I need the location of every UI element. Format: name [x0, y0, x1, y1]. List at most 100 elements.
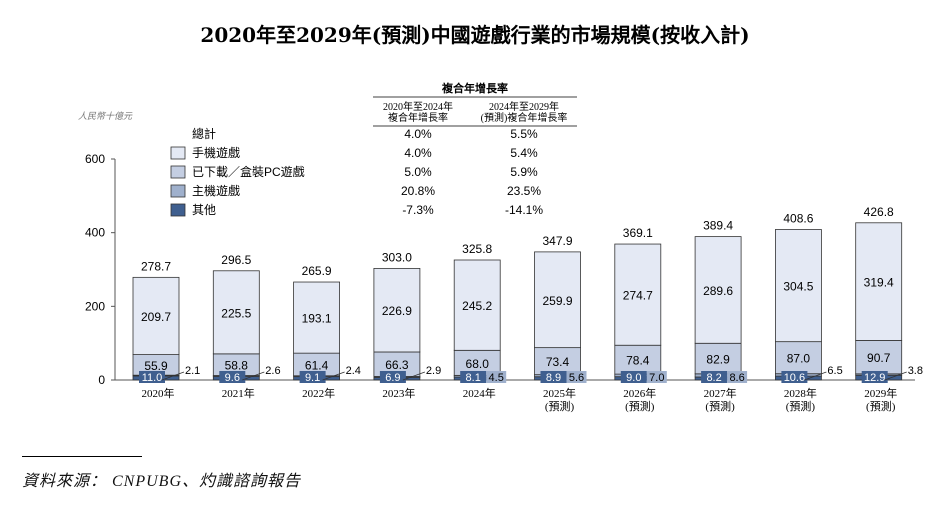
bar-label-mobile: 289.6 — [703, 284, 733, 298]
legend-col2-header: (預測)複合年增長率 — [481, 111, 568, 124]
bar-label-other: 12.9 — [864, 372, 885, 384]
other-label-bg — [219, 371, 246, 383]
bar-label-other: 8.9 — [546, 372, 561, 384]
bar-label-mobile: 245.2 — [462, 299, 492, 313]
bar-label-mobile: 209.7 — [141, 310, 171, 324]
legend-cagr-2020-2024: -7.3% — [402, 203, 434, 217]
legend-col1-header: 複合年增長率 — [388, 111, 448, 124]
x-tick-label: 2028年 — [784, 386, 817, 400]
unit-label: 人民幣十億元 — [78, 111, 133, 121]
legend-cagr-2020-2024: 5.0% — [404, 165, 432, 179]
other-label-bg — [540, 371, 567, 383]
bar-label-mobile: 304.5 — [783, 280, 813, 294]
bar-label-console: 2.6 — [265, 365, 280, 377]
bar-label-pc: 87.0 — [787, 352, 811, 366]
x-tick-label: 2027年 — [704, 386, 737, 400]
console-label-leader — [242, 371, 265, 381]
bar-total-label: 325.8 — [462, 242, 492, 256]
bar-total-label: 369.1 — [623, 226, 653, 240]
source-note: 資料來源： CNPUBG、灼識諮詢報告 — [22, 473, 302, 490]
bar-total-label: 389.4 — [703, 219, 733, 233]
y-tick-label: 0 — [98, 373, 105, 387]
y-tick-label: 400 — [85, 226, 105, 240]
y-tick-label: 600 — [85, 152, 105, 166]
legend-cagr-header: 複合年增長率 — [441, 81, 508, 95]
x-tick-label: (預測) — [545, 399, 575, 413]
console-label-bg — [566, 371, 587, 383]
console-label-leader — [402, 371, 426, 381]
x-tick-label: (預測) — [705, 399, 735, 413]
bar-label-pc: 61.4 — [305, 358, 329, 372]
bar-stack: 6.9 2.9 66.3 226.9 303.0 2023年 — [373, 250, 441, 400]
other-label-bg — [299, 371, 326, 383]
console-label-leader — [161, 371, 185, 381]
bar-segment — [534, 251, 581, 349]
bar-label-mobile: 319.4 — [864, 276, 894, 290]
x-tick-label: 2025年 — [543, 386, 576, 400]
x-tick-label: (預測) — [866, 399, 896, 413]
chart-title: 2020年至2029年(預測)中國遊戲行業的市場規模(按收入計) — [200, 23, 749, 47]
bar-label-pc: 66.3 — [385, 358, 409, 372]
bar-segment — [293, 281, 341, 354]
bar-stack: 9.6 2.6 58.8 225.5 296.5 2021年 — [212, 253, 281, 400]
bar-label-other: 8.2 — [706, 372, 721, 384]
bar-total-label: 296.5 — [221, 253, 251, 267]
bar-stack: 9.0 7.0 78.4 274.7 369.1 2026年(預測) — [614, 226, 667, 413]
bar-label-console: 3.8 — [908, 365, 923, 377]
legend-col1-header: 2020年至2024年 — [383, 100, 453, 113]
bar-label-mobile: 274.7 — [623, 289, 653, 303]
bar-label-mobile: 226.9 — [382, 304, 412, 318]
bar-segment — [614, 243, 662, 346]
other-label-bg — [139, 371, 165, 383]
legend-label: 其他 — [192, 203, 216, 217]
bar-label-other: 9.0 — [626, 372, 641, 384]
console-label-bg — [727, 371, 748, 383]
bar-label-console: 4.5 — [489, 372, 504, 384]
bar-segment — [373, 267, 421, 353]
x-tick-label: 2024年 — [463, 386, 496, 400]
bar-segment — [453, 259, 501, 351]
bar-segment — [694, 236, 742, 344]
x-tick-label: 2020年 — [142, 386, 175, 400]
bar-total-label: 347.9 — [542, 234, 572, 248]
x-tick-label: 2026年 — [623, 386, 656, 400]
bar-label-other: 9.6 — [225, 372, 240, 384]
bar-stack: 8.1 4.568.0 245.2 325.8 2024年 — [453, 242, 507, 400]
x-tick-label: 2029年 — [864, 386, 897, 400]
x-tick-label: (預測) — [786, 399, 816, 413]
console-label-leader — [804, 371, 827, 381]
bar-label-mobile: 259.9 — [542, 294, 572, 308]
legend-swatch — [170, 146, 186, 160]
legend-label: 手機遊戲 — [192, 145, 240, 160]
legend-cagr-2020-2024: 20.8% — [401, 184, 435, 198]
legend-swatch — [170, 165, 186, 179]
legend-col2-header: 2024年至2029年 — [489, 100, 559, 113]
bar-label-console: 2.9 — [426, 365, 441, 377]
bar-label-other: 10.6 — [784, 372, 805, 384]
bar-total-label: 408.6 — [783, 211, 813, 225]
legend-cagr-2024-2029: 5.5% — [510, 127, 538, 141]
legend-cagr-2024-2029: 23.5% — [507, 184, 541, 198]
other-label-bg — [861, 371, 888, 383]
source-divider — [22, 456, 142, 457]
bar-label-mobile: 193.1 — [302, 312, 332, 326]
bar-total-label: 278.7 — [141, 259, 171, 273]
bar-total-label: 426.8 — [864, 205, 894, 219]
other-label-bg — [460, 371, 487, 383]
legend-label: 已下載／盒裝PC遊戲 — [192, 164, 305, 179]
bar-segment — [855, 222, 903, 341]
other-label-bg — [781, 371, 808, 383]
x-tick-label: 2022年 — [302, 386, 335, 400]
bar-stack: 9.1 2.4 61.4 193.1 265.9 2022年 — [293, 264, 361, 400]
bar-label-other: 11.0 — [142, 372, 163, 384]
legend-label: 總計 — [192, 126, 216, 141]
bar-stack: 10.6 6.5 87.0 304.5 408.6 2028年(預測) — [775, 211, 843, 413]
legend-swatch — [170, 184, 186, 198]
x-tick-label: 2023年 — [382, 386, 415, 400]
bar-label-other: 9.1 — [305, 372, 320, 384]
bar-total-label: 303.0 — [382, 250, 412, 264]
bar-label-pc: 82.9 — [706, 353, 730, 367]
legend-cagr-2024-2029: -14.1% — [505, 203, 543, 217]
legend: 複合年增長率2020年至2024年複合年增長率2024年至2029年(預測)複合… — [170, 81, 577, 217]
